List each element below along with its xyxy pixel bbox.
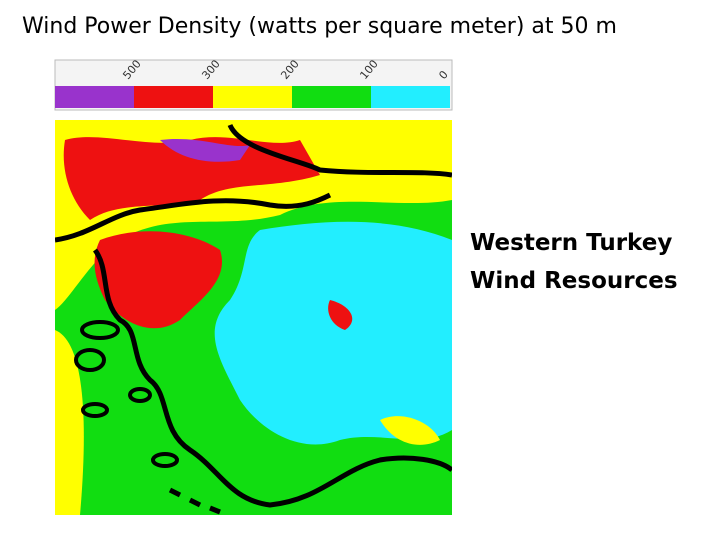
island: [80, 320, 120, 340]
zone-cyan: [214, 221, 452, 445]
island: [151, 452, 179, 468]
island: [74, 348, 106, 372]
side-text: Western Turkey: [470, 230, 673, 256]
map: [55, 120, 452, 515]
island: [128, 387, 152, 403]
legend-swatch: [134, 86, 213, 108]
legend-swatch: [213, 86, 292, 108]
coastline: [92, 248, 452, 508]
zone-red: [328, 300, 353, 330]
zone-yellow: [55, 330, 84, 515]
title: Wind Power Density (watts per square met…: [22, 14, 617, 39]
zone-red: [94, 231, 222, 329]
zone-purple: [160, 138, 250, 162]
coastline: [227, 123, 452, 178]
zone-yellow: [380, 416, 440, 445]
legend: 500 300 200 100 0: [54, 57, 453, 111]
legend-swatch: [55, 86, 134, 108]
legend-swatch: [371, 86, 450, 108]
island: [168, 487, 221, 515]
zone-red: [63, 137, 320, 220]
coastline: [55, 192, 332, 243]
side-text: Wind Resources: [470, 268, 678, 294]
island: [81, 402, 109, 418]
legend-swatch: [292, 86, 371, 108]
